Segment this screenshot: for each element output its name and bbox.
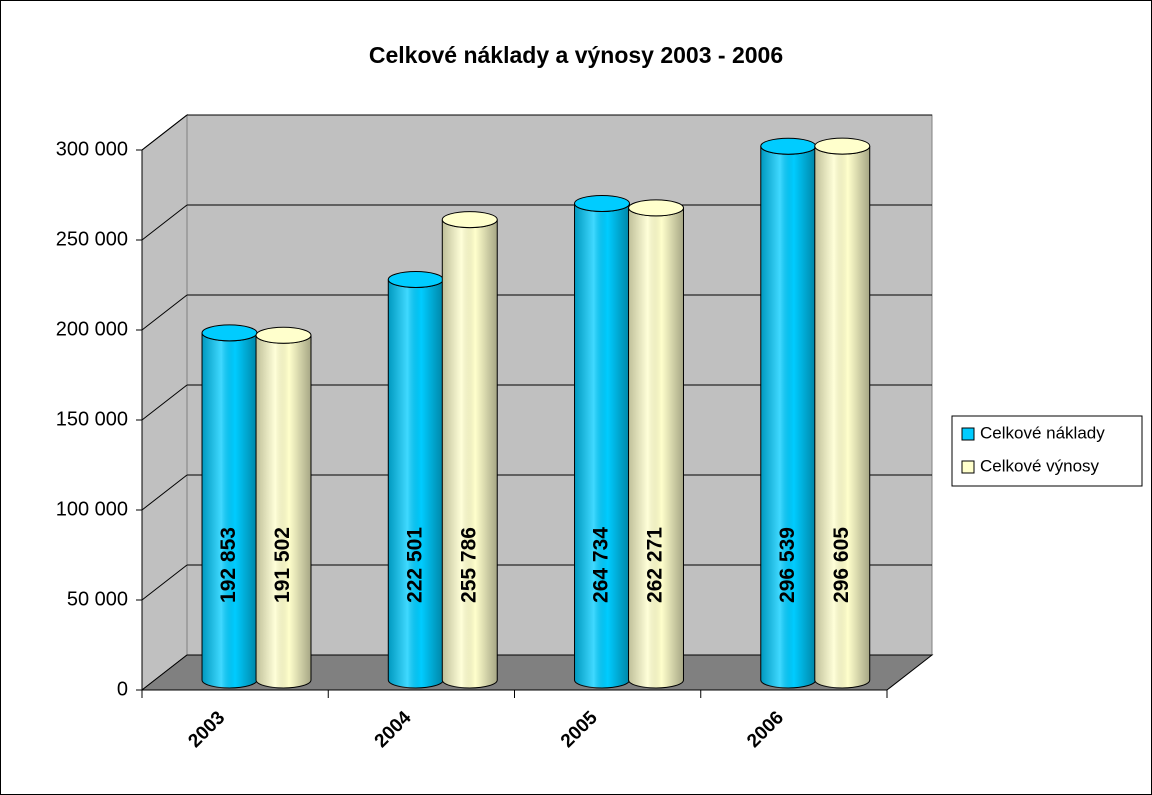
bar-top — [201, 324, 258, 342]
y-tick-label: 300 000 — [56, 138, 128, 160]
chart-title: Celkové náklady a výnosy 2003 - 2006 — [369, 42, 783, 68]
value-label: 262 271 — [644, 527, 667, 603]
legend-swatch — [961, 427, 975, 441]
grid-line — [141, 384, 188, 421]
bar-shade — [760, 146, 816, 688]
bar-shade — [202, 332, 257, 688]
value-label: 296 605 — [830, 527, 853, 603]
bar-shade — [574, 203, 630, 688]
legend-label: Celkové výnosy — [980, 456, 1100, 475]
y-tick-label: 200 000 — [56, 318, 128, 340]
grid-line — [141, 204, 188, 241]
value-label: 192 853 — [217, 527, 240, 603]
bar-top — [441, 211, 498, 229]
grid-line — [141, 294, 188, 331]
bar-top — [628, 199, 684, 217]
y-tick-label: 150 000 — [56, 408, 128, 430]
y-tick-label: 50 000 — [67, 588, 128, 610]
legend-label: Celkové náklady — [980, 423, 1105, 442]
bar-shade — [442, 219, 498, 688]
grid-line — [141, 474, 188, 511]
grid-line — [141, 114, 188, 151]
bar-top — [574, 194, 630, 212]
bar-shade — [388, 279, 444, 688]
value-label: 222 501 — [403, 527, 426, 603]
y-tick-label: 250 000 — [56, 228, 128, 250]
legend — [951, 415, 1143, 487]
y-tick-label: 0 — [117, 678, 128, 700]
legend-swatch — [961, 460, 975, 474]
grid-line — [141, 564, 188, 601]
bar-shade — [256, 335, 311, 688]
bar-top — [760, 137, 817, 155]
bar-top — [387, 270, 444, 288]
value-label: 296 539 — [776, 527, 799, 603]
value-label: 264 734 — [590, 527, 613, 603]
y-tick-label: 100 000 — [56, 498, 128, 520]
bar-top — [255, 326, 312, 344]
bar-top — [814, 137, 871, 155]
bar-shade — [814, 146, 870, 689]
value-label: 255 786 — [457, 527, 480, 603]
bar-shade — [628, 207, 684, 688]
value-label: 191 502 — [271, 527, 294, 603]
